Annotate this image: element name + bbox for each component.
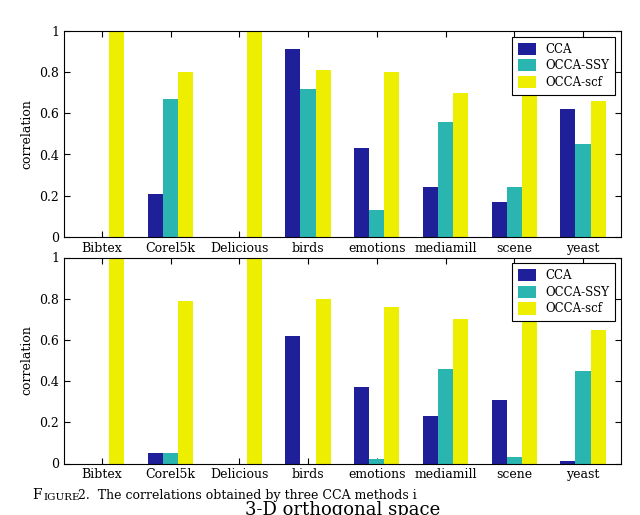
Bar <box>163 99 178 237</box>
Bar <box>316 70 331 237</box>
Legend: CCA, OCCA-SSY, OCCA-scf: CCA, OCCA-SSY, OCCA-scf <box>512 37 615 95</box>
Bar <box>178 72 193 237</box>
Bar <box>492 202 507 237</box>
Bar <box>385 307 399 464</box>
Y-axis label: correlation: correlation <box>20 325 34 396</box>
Y-axis label: correlation: correlation <box>20 99 34 169</box>
Bar <box>354 148 369 237</box>
Bar <box>438 369 453 464</box>
Bar <box>507 187 522 237</box>
Bar <box>109 258 125 464</box>
Bar <box>369 459 385 464</box>
Bar <box>354 387 369 464</box>
Bar <box>148 194 163 237</box>
Text: 2-D orthogonal space: 2-D orthogonal space <box>245 274 440 292</box>
Bar <box>453 93 468 237</box>
Bar <box>423 416 438 464</box>
Legend: CCA, OCCA-SSY, OCCA-scf: CCA, OCCA-SSY, OCCA-scf <box>512 263 615 321</box>
Bar <box>522 62 537 237</box>
Bar <box>591 330 605 464</box>
Bar <box>507 457 522 464</box>
Bar <box>316 299 331 464</box>
Bar <box>285 336 300 464</box>
Bar <box>575 144 591 237</box>
Bar <box>247 31 262 237</box>
Bar <box>109 31 125 237</box>
Bar <box>560 461 575 464</box>
Bar <box>591 101 605 237</box>
Bar <box>178 301 193 464</box>
Bar <box>575 371 591 464</box>
Text: 2.  The correlations obtained by three CCA methods i: 2. The correlations obtained by three CC… <box>74 489 417 502</box>
Bar <box>423 187 438 237</box>
Bar <box>247 258 262 464</box>
Bar <box>285 49 300 237</box>
Bar <box>163 453 178 464</box>
Bar <box>385 72 399 237</box>
Bar <box>300 89 316 237</box>
Bar <box>148 453 163 464</box>
Text: 3-D orthogonal space: 3-D orthogonal space <box>244 501 440 515</box>
Bar <box>492 400 507 464</box>
Text: IGURE: IGURE <box>44 493 80 502</box>
Bar <box>369 210 385 237</box>
Text: F: F <box>32 488 42 502</box>
Bar <box>560 109 575 237</box>
Bar <box>453 319 468 464</box>
Bar <box>522 295 537 464</box>
Bar <box>438 122 453 237</box>
